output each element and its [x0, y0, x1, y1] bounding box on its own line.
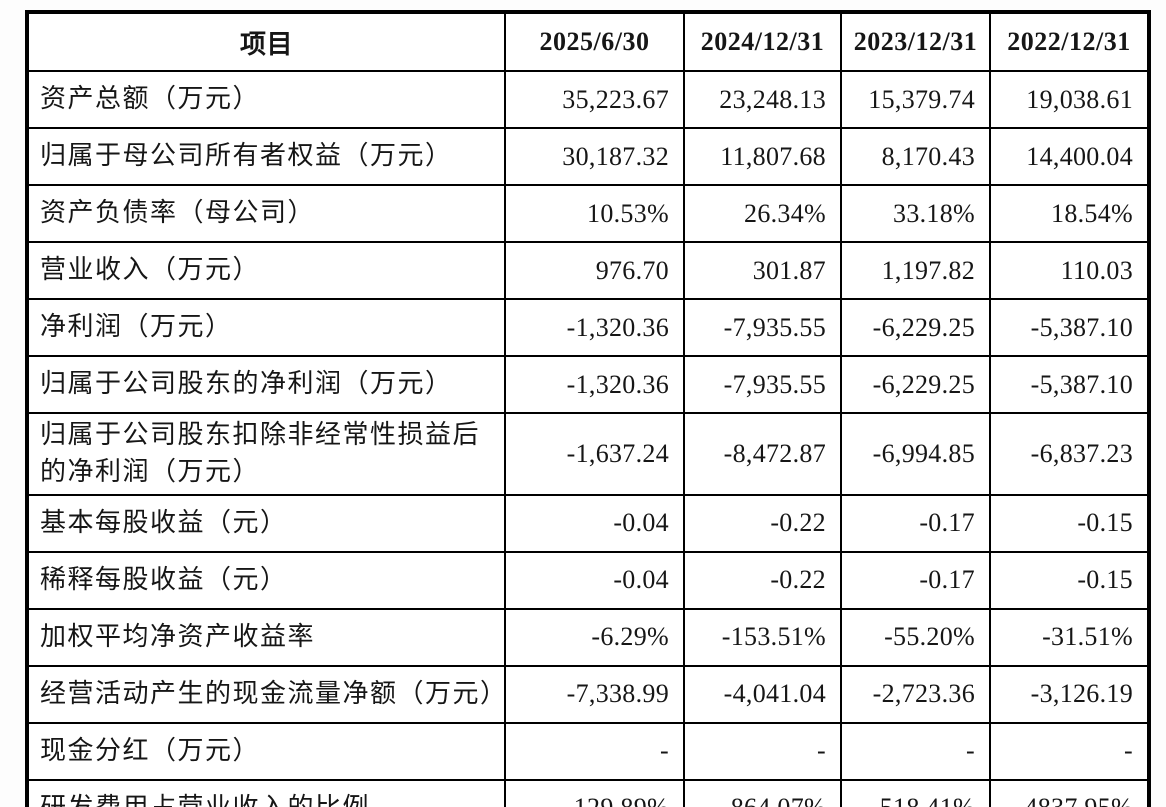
table-row: 营业收入（万元） 976.70 301.87 1,197.82 110.03: [26, 241, 1150, 300]
row-value: 110.03: [989, 241, 1150, 300]
row-value: -6,229.25: [840, 298, 991, 357]
row-value: 33.18%: [840, 184, 991, 243]
row-value: 864.07%: [683, 778, 842, 807]
table-row: 经营活动产生的现金流量净额（万元） -7,338.99 -4,041.04 -2…: [26, 664, 1150, 724]
header-row: 项目 2025/6/30 2024/12/31 2023/12/31 2022/…: [26, 11, 1150, 72]
row-value: -55.20%: [840, 607, 991, 667]
table-row: 基本每股收益（元） -0.04 -0.22 -0.17 -0.15: [26, 493, 1150, 553]
row-value: -7,935.55: [683, 298, 842, 357]
row-value: -6,994.85: [840, 412, 991, 496]
row-value: 30,187.32: [504, 127, 685, 186]
row-value: -: [504, 721, 685, 781]
row-value: 26.34%: [683, 184, 842, 243]
table-row: 现金分红（万元） - - - -: [26, 721, 1150, 781]
row-value: -0.22: [683, 493, 842, 553]
row-label: 营业收入（万元）: [26, 241, 506, 300]
row-value: 15,379.74: [840, 70, 991, 129]
table-row: 研发费用占营业收入的比例 129.89% 864.07% 518.41% 483…: [26, 778, 1150, 807]
table-body: 资产总额（万元） 35,223.67 23,248.13 15,379.74 1…: [26, 70, 1150, 807]
row-value: -153.51%: [683, 607, 842, 667]
row-value: -1,320.36: [504, 298, 685, 357]
row-value: -2,723.36: [840, 664, 991, 724]
table-row: 稀释每股收益（元） -0.04 -0.22 -0.17 -0.15: [26, 550, 1150, 610]
row-value: -0.17: [840, 493, 991, 553]
row-value: -4,041.04: [683, 664, 842, 724]
row-value: -0.04: [504, 550, 685, 610]
row-value: -5,387.10: [989, 355, 1150, 414]
row-label: 加权平均净资产收益率: [26, 607, 506, 667]
table-header: 项目 2025/6/30 2024/12/31 2023/12/31 2022/…: [26, 11, 1150, 72]
row-label: 归属于母公司所有者权益（万元）: [26, 127, 506, 186]
row-value: -1,637.24: [504, 412, 685, 496]
row-value: -: [840, 721, 991, 781]
row-value: 11,807.68: [683, 127, 842, 186]
financial-summary-table: 项目 2025/6/30 2024/12/31 2023/12/31 2022/…: [25, 10, 1151, 807]
row-label: 归属于公司股东的净利润（万元）: [26, 355, 506, 414]
row-value: -7,338.99: [504, 664, 685, 724]
row-label: 资产总额（万元）: [26, 70, 506, 129]
row-value: 301.87: [683, 241, 842, 300]
row-value: -6,229.25: [840, 355, 991, 414]
row-value: -0.15: [989, 493, 1150, 553]
row-value: -31.51%: [989, 607, 1150, 667]
column-header-period: 2024/12/31: [683, 11, 842, 72]
table-row: 归属于公司股东扣除非经常性损益后的净利润（万元） -1,637.24 -8,47…: [26, 412, 1150, 496]
column-header-period: 2023/12/31: [840, 11, 991, 72]
row-label: 稀释每股收益（元）: [26, 550, 506, 610]
row-label: 资产负债率（母公司）: [26, 184, 506, 243]
row-value: 8,170.43: [840, 127, 991, 186]
row-value: -0.22: [683, 550, 842, 610]
row-label: 净利润（万元）: [26, 298, 506, 357]
table-row: 归属于公司股东的净利润（万元） -1,320.36 -7,935.55 -6,2…: [26, 355, 1150, 414]
row-value: 19,038.61: [989, 70, 1150, 129]
row-value: 23,248.13: [683, 70, 842, 129]
table-row: 净利润（万元） -1,320.36 -7,935.55 -6,229.25 -5…: [26, 298, 1150, 357]
row-value: 976.70: [504, 241, 685, 300]
table-row: 归属于母公司所有者权益（万元） 30,187.32 11,807.68 8,17…: [26, 127, 1150, 186]
row-value: 10.53%: [504, 184, 685, 243]
row-value: 1,197.82: [840, 241, 991, 300]
row-value: -: [989, 721, 1150, 781]
row-value: 35,223.67: [504, 70, 685, 129]
row-label: 基本每股收益（元）: [26, 493, 506, 553]
column-header-period: 2022/12/31: [989, 11, 1150, 72]
table-row: 加权平均净资产收益率 -6.29% -153.51% -55.20% -31.5…: [26, 607, 1150, 667]
row-value: -7,935.55: [683, 355, 842, 414]
row-value: -0.04: [504, 493, 685, 553]
row-value: 4837.95%: [989, 778, 1150, 807]
row-value: 18.54%: [989, 184, 1150, 243]
table-row: 资产总额（万元） 35,223.67 23,248.13 15,379.74 1…: [26, 70, 1150, 129]
row-label: 经营活动产生的现金流量净额（万元）: [26, 664, 506, 724]
column-header-period: 2025/6/30: [504, 11, 685, 72]
row-value: 129.89%: [504, 778, 685, 807]
row-value: -1,320.36: [504, 355, 685, 414]
row-value: 14,400.04: [989, 127, 1150, 186]
row-value: -6.29%: [504, 607, 685, 667]
table-row: 资产负债率（母公司） 10.53% 26.34% 33.18% 18.54%: [26, 184, 1150, 243]
row-label: 归属于公司股东扣除非经常性损益后的净利润（万元）: [26, 412, 506, 496]
row-value: -6,837.23: [989, 412, 1150, 496]
row-label: 现金分红（万元）: [26, 721, 506, 781]
row-value: -: [683, 721, 842, 781]
row-value: -8,472.87: [683, 412, 842, 496]
row-value: -5,387.10: [989, 298, 1150, 357]
column-header-item: 项目: [26, 11, 506, 72]
row-label: 研发费用占营业收入的比例: [26, 778, 506, 807]
row-value: -3,126.19: [989, 664, 1150, 724]
row-value: 518.41%: [840, 778, 991, 807]
row-value: -0.15: [989, 550, 1150, 610]
row-value: -0.17: [840, 550, 991, 610]
